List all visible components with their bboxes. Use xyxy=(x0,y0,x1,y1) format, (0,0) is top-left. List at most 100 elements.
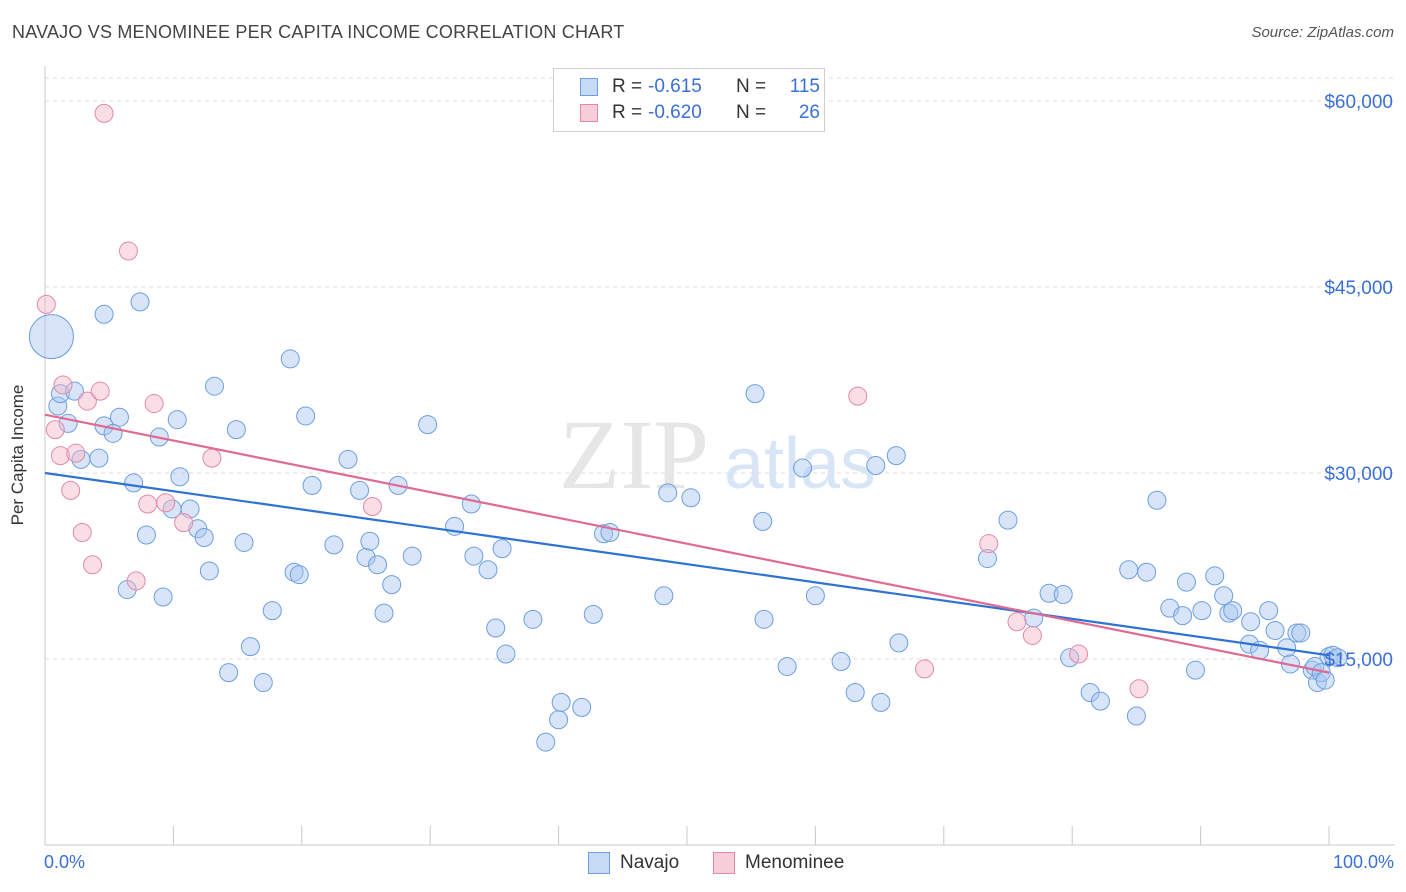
r-value: -0.620 xyxy=(648,102,702,123)
menominee-point xyxy=(36,294,56,314)
menominee-point xyxy=(156,493,176,513)
n-label: N = xyxy=(736,76,767,97)
navajo-point xyxy=(284,562,304,582)
navajo-point xyxy=(1090,691,1110,711)
navajo-point xyxy=(289,565,309,585)
y-tick-label: $15,000 xyxy=(1324,650,1393,671)
menominee-point xyxy=(362,496,382,516)
navajo-point xyxy=(136,525,156,545)
navajo-point xyxy=(658,483,678,503)
menominee-swatch xyxy=(580,104,598,122)
navajo-point xyxy=(523,609,543,629)
navajo-point xyxy=(402,546,422,566)
legend-swatch-menominee xyxy=(713,852,735,874)
navajo-point xyxy=(374,603,394,623)
navajo-point xyxy=(226,420,246,440)
axes xyxy=(44,66,1395,846)
navajo-point xyxy=(777,656,797,676)
y-tick-label: $45,000 xyxy=(1324,278,1393,299)
stats-row-menominee: R = -0.620 N = 26 xyxy=(554,101,820,125)
source-label: Source: ZipAtlas.com xyxy=(1251,24,1394,41)
navajo-point xyxy=(1265,620,1285,640)
menominee-point xyxy=(53,375,73,395)
navajo-point xyxy=(356,547,376,567)
menominee-point xyxy=(144,394,164,414)
trend-lines xyxy=(44,413,1330,674)
menominee-point xyxy=(174,513,194,533)
n-label: N = xyxy=(736,102,767,123)
navajo-point xyxy=(1259,601,1279,621)
navajo-point xyxy=(124,473,144,493)
navajo-point xyxy=(130,292,150,312)
navajo-point xyxy=(886,446,906,466)
navajo-point xyxy=(492,539,512,559)
legend-item-menominee[interactable]: Menominee xyxy=(713,852,844,874)
navajo-point xyxy=(324,535,344,555)
navajo-point xyxy=(302,475,322,495)
menominee-point xyxy=(202,448,222,468)
r-label: R = xyxy=(612,76,643,97)
stats-legend: R = -0.615 N = 115 R = -0.620 N = 26 xyxy=(553,68,825,132)
menominee-point xyxy=(72,523,92,543)
navajo-point xyxy=(681,488,701,508)
chart-title: NAVAJO VS MENOMINEE PER CAPITA INCOME CO… xyxy=(12,22,625,42)
menominee-point xyxy=(50,446,70,466)
navajo-point xyxy=(280,349,300,369)
navajo-point xyxy=(1315,670,1335,690)
watermark-atlas: atlas xyxy=(724,424,876,504)
navajo-point xyxy=(65,381,85,401)
n-value: 26 xyxy=(798,102,820,123)
navajo-point xyxy=(583,604,603,624)
navajo-point xyxy=(1137,562,1157,582)
y-tick-labels: $15,000 $30,000 $45,000 $60,000 xyxy=(1324,92,1393,671)
navajo-point xyxy=(1241,612,1261,632)
navajo-point xyxy=(360,531,380,551)
navajo-point xyxy=(109,407,129,427)
navajo-point xyxy=(1223,601,1243,621)
navajo-point xyxy=(350,480,370,500)
menominee-point xyxy=(45,420,65,440)
navajo-point xyxy=(745,384,765,404)
navajo-point xyxy=(1176,572,1196,592)
navajo-point xyxy=(486,618,506,638)
navajo-point xyxy=(845,682,865,702)
navajo-point xyxy=(48,396,68,416)
data-points xyxy=(28,103,1348,752)
navajo-point xyxy=(1192,601,1212,621)
navajo-point xyxy=(753,511,773,531)
navajo-point xyxy=(1328,648,1348,668)
navajo-point xyxy=(866,456,886,476)
menominee-point xyxy=(1022,625,1042,645)
navajo-point xyxy=(219,663,239,683)
navajo-point xyxy=(296,406,316,426)
navajo-point xyxy=(199,561,219,581)
navajo-point xyxy=(549,710,569,730)
navajo-point xyxy=(167,410,187,430)
navajo-point xyxy=(998,510,1018,530)
menominee-point xyxy=(118,241,138,261)
grid-lines xyxy=(45,77,1395,660)
legend-item-navajo[interactable]: Navajo xyxy=(588,852,679,874)
navajo-point xyxy=(1214,586,1234,606)
navajo-point xyxy=(977,549,997,569)
navajo-point xyxy=(170,467,190,487)
menominee-point xyxy=(66,443,86,463)
navajo-point xyxy=(28,314,74,360)
menominee-point xyxy=(90,381,110,401)
x-tick-label-max: 100.0% xyxy=(1332,852,1394,872)
navajo-point xyxy=(94,304,114,324)
navajo-point xyxy=(368,555,388,575)
navajo-point xyxy=(234,532,254,552)
navajo-point xyxy=(1185,660,1205,680)
menominee-point xyxy=(915,659,935,679)
navajo-point xyxy=(594,524,614,544)
navajo-swatch xyxy=(580,78,598,96)
navajo-point xyxy=(464,546,484,566)
menominee-point xyxy=(1069,644,1089,664)
navajo-point xyxy=(1119,560,1139,580)
navajo-point xyxy=(1039,583,1059,603)
navajo-point xyxy=(1291,623,1311,643)
navajo-point xyxy=(338,449,358,469)
n-value: 115 xyxy=(789,76,820,97)
